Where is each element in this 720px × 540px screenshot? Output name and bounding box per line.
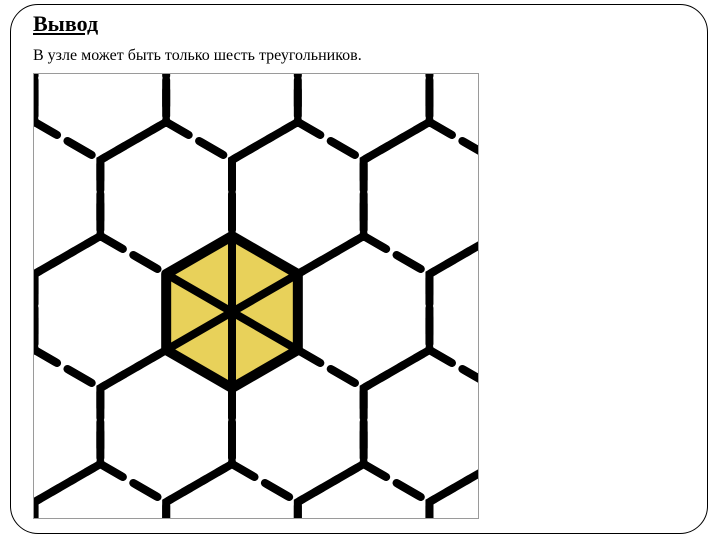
figure-container [33, 73, 479, 519]
card-title: Вывод [33, 11, 98, 37]
card-body-text: В узле может быть только шесть треугольн… [33, 47, 362, 65]
content-card: Вывод В узле может быть только шесть тре… [10, 4, 708, 534]
hexagon-tessellation-diagram [34, 74, 478, 518]
